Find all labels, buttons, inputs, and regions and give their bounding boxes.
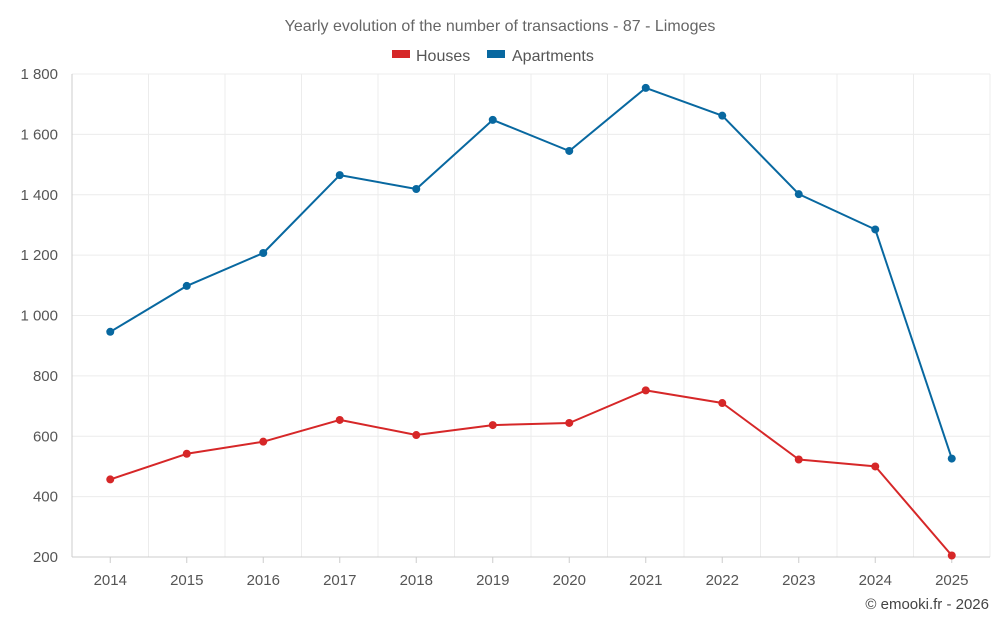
x-tick-label: 2023: [782, 572, 815, 589]
x-tick-label: 2020: [553, 572, 586, 589]
y-tick-label: 800: [33, 368, 58, 385]
data-point-houses[interactable]: [718, 399, 727, 408]
legend: Houses Apartments: [392, 48, 594, 65]
legend-item-houses[interactable]: Houses: [392, 48, 470, 65]
data-point-houses[interactable]: [641, 386, 650, 395]
legend-swatch-apartments: [487, 50, 505, 58]
legend-item-apartments[interactable]: Apartments: [487, 48, 594, 65]
data-point-houses[interactable]: [335, 415, 344, 424]
x-tick-label: 2025: [935, 572, 968, 589]
x-tick-label: 2014: [94, 572, 127, 589]
data-point-houses[interactable]: [871, 462, 880, 471]
x-tick-label: 2016: [247, 572, 280, 589]
chart-title: Yearly evolution of the number of transa…: [285, 18, 716, 35]
data-point-apartments[interactable]: [488, 115, 497, 124]
y-tick-label: 1 800: [20, 66, 58, 83]
grid: [71, 73, 991, 557]
data-point-apartments[interactable]: [106, 327, 115, 336]
data-point-apartments[interactable]: [947, 454, 956, 463]
x-tick-label: 2021: [629, 572, 662, 589]
series-line-apartments: [109, 86, 953, 459]
legend-label-houses: Houses: [416, 48, 470, 65]
y-tick-label: 1 400: [20, 187, 58, 204]
series-line-houses: [109, 389, 953, 557]
x-tick-label: 2024: [859, 572, 892, 589]
data-point-apartments[interactable]: [259, 249, 268, 258]
axes: 200 400 600 800 1 000 1 200 1 400 1 600 1 800 201…: [20, 66, 990, 589]
series-apartments: [106, 83, 956, 463]
x-tick-label: 2018: [400, 572, 433, 589]
data-point-houses[interactable]: [488, 421, 497, 430]
data-point-apartments[interactable]: [794, 190, 803, 199]
series-houses: [106, 386, 956, 560]
legend-label-apartments: Apartments: [512, 48, 594, 65]
y-tick-label: 1 000: [20, 308, 58, 325]
data-point-apartments[interactable]: [565, 146, 574, 155]
y-tick-label: 1 600: [20, 126, 58, 143]
y-tick-label: 400: [33, 489, 58, 506]
data-point-houses[interactable]: [412, 431, 421, 440]
y-tick-label: 600: [33, 428, 58, 445]
data-point-houses[interactable]: [794, 455, 803, 464]
data-point-apartments[interactable]: [335, 171, 344, 180]
data-point-houses[interactable]: [182, 449, 191, 458]
x-tick-label: 2019: [476, 572, 509, 589]
x-tick-label: 2022: [706, 572, 739, 589]
credit-text: © emooki.fr - 2026: [865, 596, 989, 613]
data-point-apartments[interactable]: [641, 83, 650, 92]
data-point-apartments[interactable]: [718, 111, 727, 120]
data-point-apartments[interactable]: [871, 225, 880, 234]
data-point-apartments[interactable]: [412, 185, 421, 194]
data-point-houses[interactable]: [259, 437, 268, 446]
data-point-houses[interactable]: [106, 475, 115, 484]
y-tick-label: 200: [33, 549, 58, 566]
data-point-houses[interactable]: [947, 551, 956, 560]
x-tick-label: 2015: [170, 572, 203, 589]
legend-swatch-houses: [392, 50, 410, 58]
series: [106, 83, 956, 560]
data-point-houses[interactable]: [565, 418, 574, 427]
y-tick-label: 1 200: [20, 247, 58, 264]
data-point-apartments[interactable]: [182, 281, 191, 290]
x-tick-label: 2017: [323, 572, 356, 589]
